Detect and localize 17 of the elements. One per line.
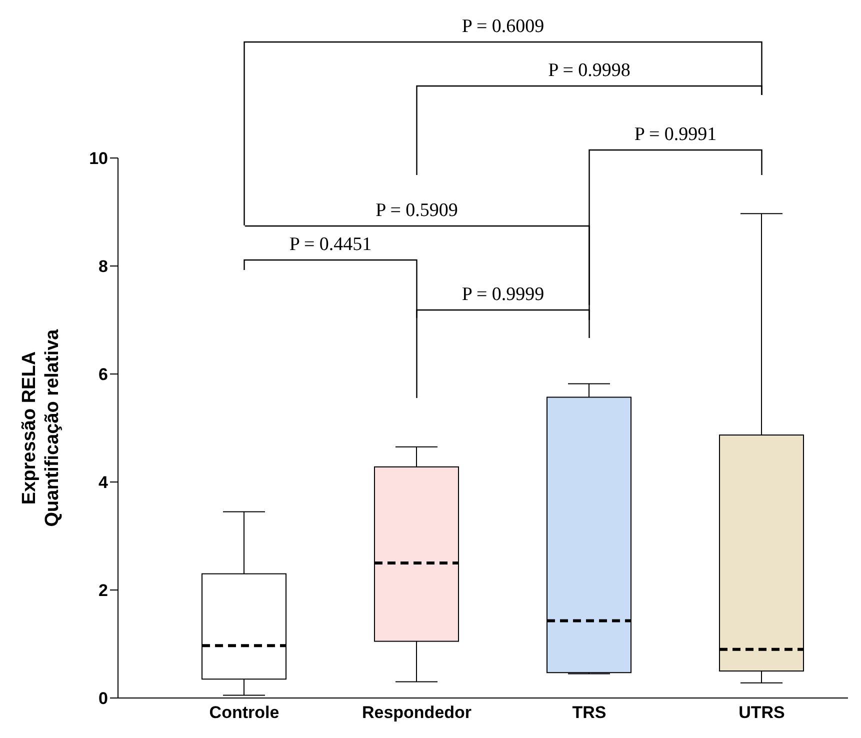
x-tick-label: UTRS (738, 703, 785, 722)
text: P = 0.9998 (548, 60, 630, 81)
y-tick-label: 10 (89, 149, 108, 168)
y-tick-label: 6 (98, 365, 108, 384)
y-tick-label: 4 (98, 473, 109, 492)
x-tick-label: Respondedor (362, 703, 472, 722)
annotation: P = 0.4451 (289, 234, 372, 255)
y-tick-label: 0 (98, 689, 108, 708)
text: P = 0.9991 (634, 124, 717, 145)
y-tick-label: 8 (98, 257, 108, 276)
y-tick-label: 2 (98, 581, 108, 600)
x-tick-label: Controle (209, 703, 280, 722)
annotation: P = 0.9999 (462, 284, 544, 305)
annotation: P = 0.5909 (376, 200, 458, 221)
y-axis-title: Expressão RELA Quantificação relativa (19, 328, 63, 527)
text: P = 0.6009 (462, 16, 544, 37)
x-tick-label: TRS (572, 703, 606, 722)
